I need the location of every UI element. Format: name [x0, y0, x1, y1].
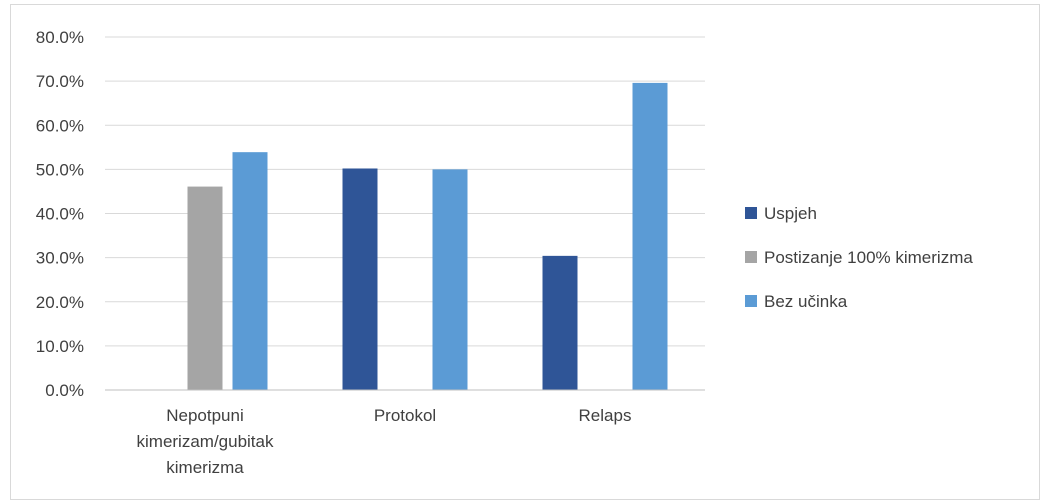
bar-uspjeh [542, 255, 578, 390]
legend-swatch [745, 295, 757, 307]
bars [187, 82, 668, 390]
y-tick-label: 10.0% [36, 337, 84, 356]
bar-bez-u-inka [432, 169, 468, 390]
bar-bez-u-inka [232, 152, 268, 390]
x-tick-label: Protokol [374, 406, 436, 425]
y-tick-label: 0.0% [45, 381, 84, 400]
bar-bez-u-inka [632, 82, 668, 390]
legend: Uspjeh Postizanje 100% kimerizma Bez učink… [745, 204, 973, 311]
legend-label: Uspjeh [764, 204, 817, 223]
y-tick-label: 80.0% [36, 28, 84, 47]
y-tick-label: 70.0% [36, 72, 84, 91]
legend-label: Bez učinka [764, 292, 848, 311]
legend-swatch [745, 251, 757, 263]
x-tick-label: kimerizma [166, 458, 244, 477]
legend-label: Postizanje 100% kimerizma [764, 248, 973, 267]
x-tick-label: Relaps [579, 406, 632, 425]
y-tick-label: 50.0% [36, 160, 84, 179]
axes: 0.0% 10.0% 20.0% 30.0% 40.0% 50.0% 60.0% 70.0% 8… [36, 28, 705, 477]
bar-uspjeh [342, 168, 378, 390]
y-tick-label: 20.0% [36, 293, 84, 312]
x-tick-label: Nepotpuni [166, 406, 244, 425]
legend-swatch [745, 207, 757, 219]
chart-frame [10, 4, 1040, 500]
bar-postizanje-100-kimerizma [187, 186, 223, 390]
y-tick-label: 30.0% [36, 249, 84, 268]
y-tick-label: 60.0% [36, 116, 84, 135]
y-tick-label: 40.0% [36, 205, 84, 224]
x-tick-label: kimerizam/gubitak [137, 432, 274, 451]
